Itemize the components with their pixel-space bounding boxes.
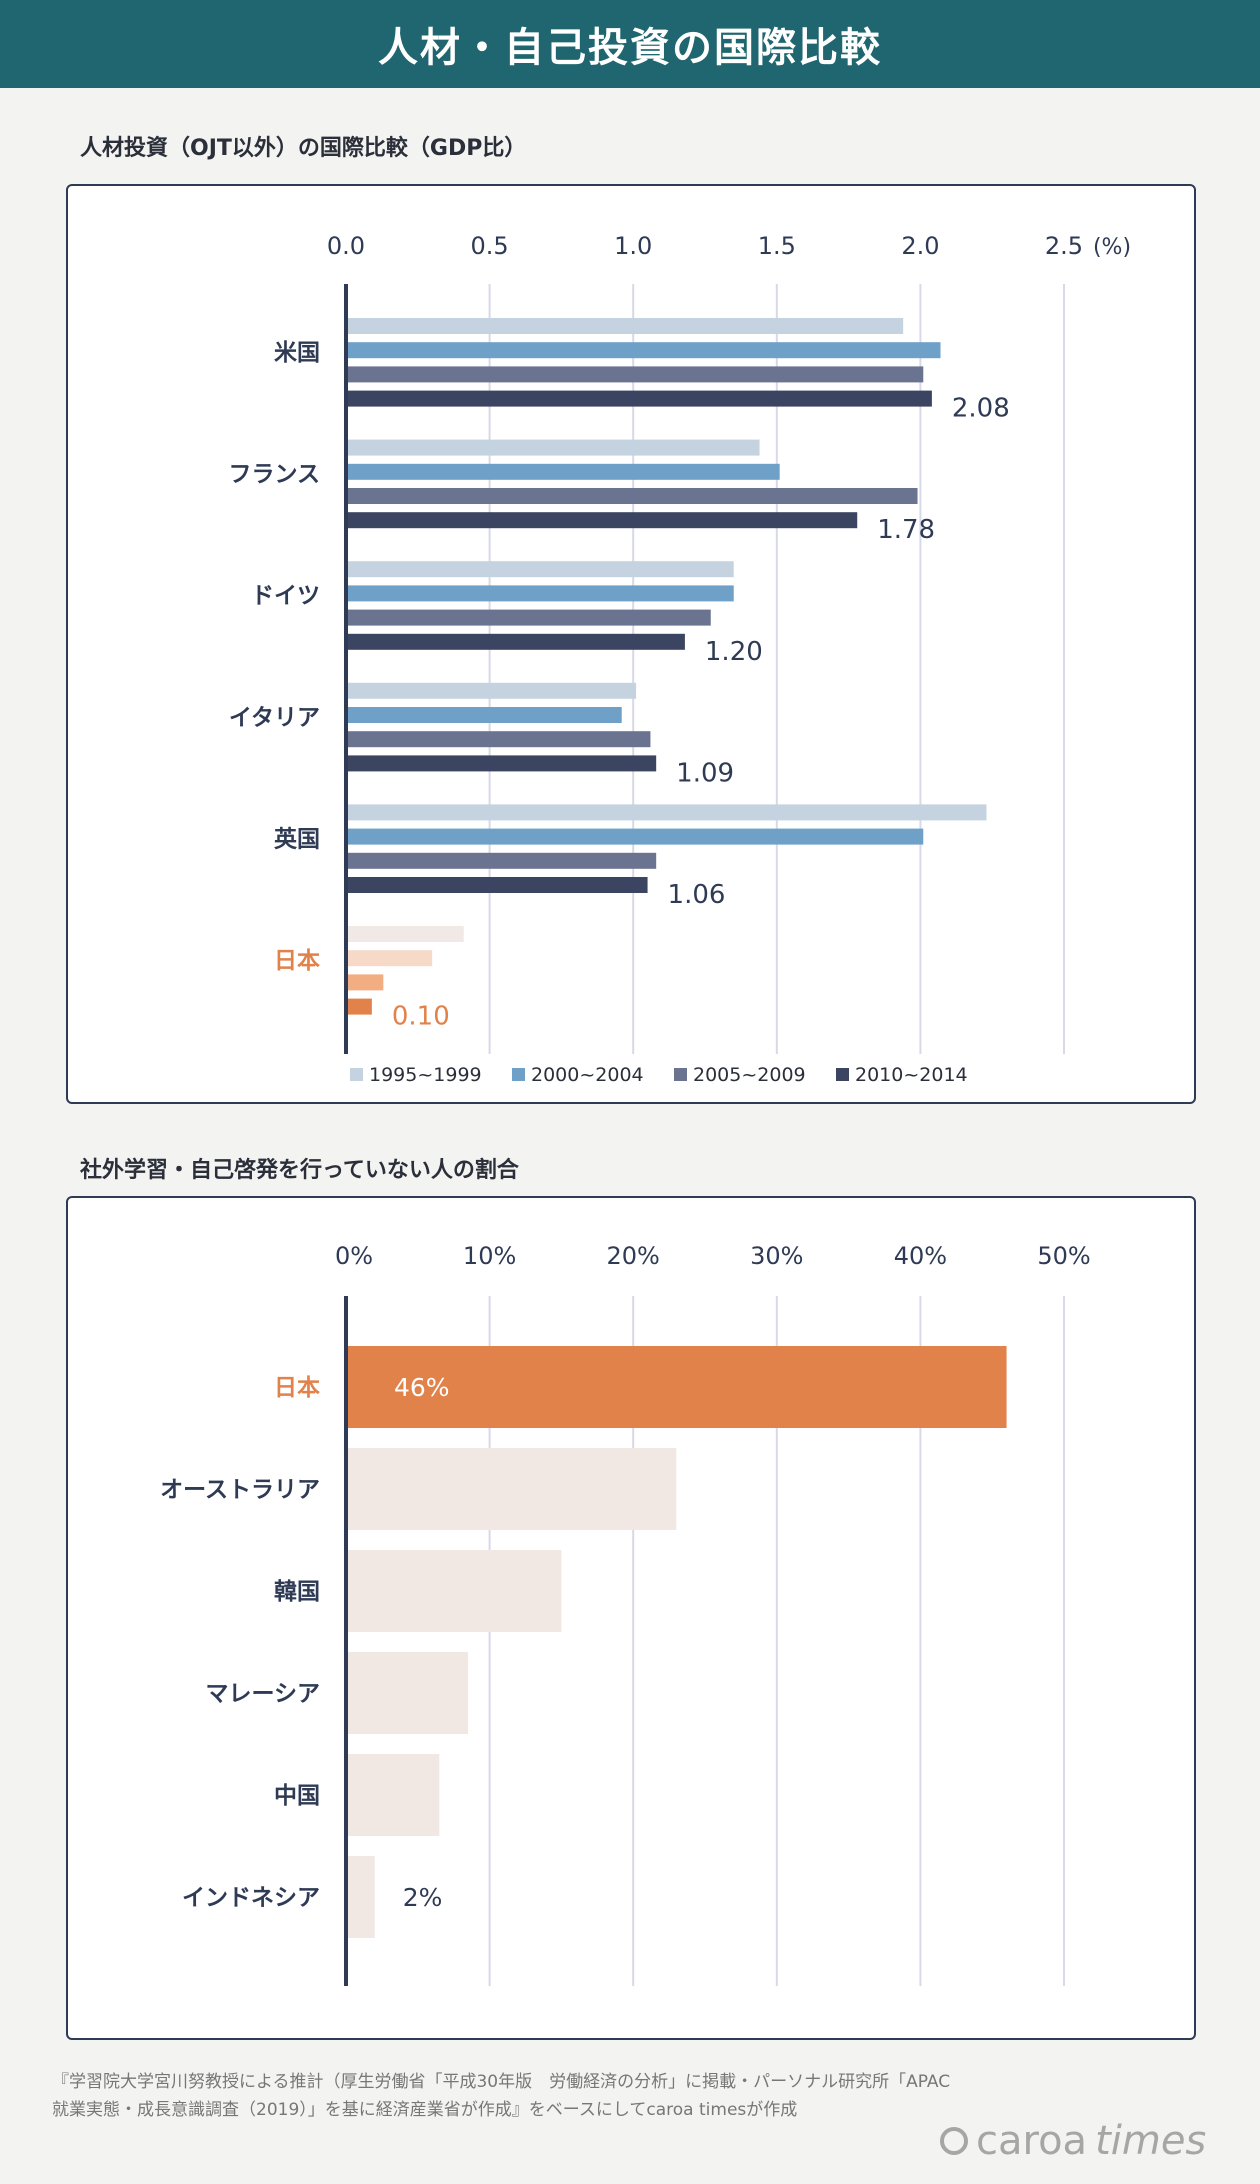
data-label: 2.08 xyxy=(952,394,1010,424)
data-label: 2% xyxy=(403,1883,443,1912)
x-tick-label: 20% xyxy=(607,1242,660,1270)
data-label: 0.10 xyxy=(392,1002,450,1032)
bar xyxy=(346,1448,677,1530)
bar xyxy=(346,342,941,359)
x-axis-unit: (%) xyxy=(1093,235,1131,260)
x-tick-label: 40% xyxy=(894,1242,947,1270)
x-tick-label: 2.5 xyxy=(1045,232,1083,260)
bar xyxy=(346,609,711,626)
x-tick-label: 0% xyxy=(335,1242,373,1270)
bar xyxy=(346,1652,469,1734)
category-label: マレーシア xyxy=(205,1681,320,1707)
category-label: 英国 xyxy=(274,825,320,852)
caroa-logo-icon xyxy=(940,2127,968,2155)
data-label: 1.09 xyxy=(676,758,734,788)
data-label: 1.06 xyxy=(668,880,726,910)
bar xyxy=(346,998,372,1015)
brand-logo: caroa times xyxy=(940,2118,1206,2164)
bar xyxy=(346,561,734,578)
data-label: 1.78 xyxy=(877,515,935,545)
x-tick-label: 0.5 xyxy=(471,232,509,260)
x-tick-label: 10% xyxy=(463,1242,516,1270)
chart2-title: 社外学習・自己啓発を行っていない人の割合 xyxy=(80,1158,519,1183)
chart1-title: 人材投資（OJT以外）の国際比較（GDP比） xyxy=(80,136,527,161)
legend-swatch xyxy=(836,1068,849,1081)
legend-swatch xyxy=(350,1068,363,1081)
x-tick-label: 30% xyxy=(750,1242,803,1270)
legend-swatch xyxy=(512,1068,525,1081)
bar xyxy=(346,318,904,334)
logo-main-text: caroa xyxy=(976,2118,1088,2164)
data-label: 1.20 xyxy=(705,637,763,667)
bar xyxy=(346,633,685,650)
logo-sub-text: times xyxy=(1095,2118,1207,2164)
legend-swatch xyxy=(674,1068,687,1081)
chart2-svg: 0% 10% 20% 30% 40% 50% 日本 46% オーストラリア韓国マレーシア中国イン… xyxy=(160,1242,1091,1986)
footnote: 『学習院大学宮川努教授による推計（厚生労働省「平成30年版 労働経済の分析」に掲… xyxy=(52,2072,951,2120)
bar xyxy=(346,707,622,723)
bar xyxy=(346,1754,440,1836)
category-label: 中国 xyxy=(274,1783,320,1809)
bar xyxy=(346,731,651,748)
legend-label: 2010~2014 xyxy=(855,1064,968,1086)
bar xyxy=(346,926,464,942)
bar xyxy=(346,1856,375,1938)
bar xyxy=(346,755,657,772)
bar xyxy=(346,488,918,504)
page-title: 人材・自己投資の国際比較 xyxy=(378,25,882,71)
bar xyxy=(346,950,433,967)
bar xyxy=(346,877,648,893)
x-tick-label: 50% xyxy=(1037,1242,1090,1270)
category-label: イタリア xyxy=(229,705,320,731)
category-label: 韓国 xyxy=(274,1578,320,1605)
bar xyxy=(346,366,924,383)
x-tick-label: 2.0 xyxy=(901,232,939,260)
x-tick-label: 0.0 xyxy=(327,232,365,260)
x-tick-label: 1.0 xyxy=(614,232,652,260)
category-label: 日本 xyxy=(274,948,320,974)
legend-label: 1995~1999 xyxy=(369,1064,482,1086)
chart2-card: 0% 10% 20% 30% 40% 50% 日本 46% オーストラリア韓国マレーシア中国イン… xyxy=(66,1196,1196,2040)
bar xyxy=(346,1550,562,1632)
bar xyxy=(346,852,657,869)
category-label: オーストラリア xyxy=(160,1477,320,1503)
legend-label: 2000~2004 xyxy=(531,1064,644,1086)
category-label: 米国 xyxy=(274,340,320,366)
bar xyxy=(346,804,987,821)
bar xyxy=(346,439,760,456)
legend-label: 2005~2009 xyxy=(693,1064,806,1086)
bar xyxy=(346,390,932,407)
bar xyxy=(346,682,637,699)
category-label: フランス xyxy=(228,462,320,488)
bar xyxy=(346,512,858,529)
x-tick-label: 1.5 xyxy=(758,232,796,260)
category-label: インドネシア xyxy=(182,1885,320,1911)
data-label: 46% xyxy=(394,1373,450,1402)
bar xyxy=(346,828,924,845)
bar xyxy=(346,974,384,991)
bar xyxy=(346,463,780,480)
bar xyxy=(346,1346,1007,1428)
category-label: 日本 xyxy=(274,1375,320,1401)
page-header: 人材・自己投資の国際比較 xyxy=(0,0,1260,88)
bar xyxy=(346,585,734,602)
chart1-card: 0.0 0.5 1.0 1.5 2.0 2.5 (%) 米国 2.08 フランス 1.78 ドイツ 1.… xyxy=(66,184,1196,1104)
chart1-svg: 0.0 0.5 1.0 1.5 2.0 2.5 (%) 米国 2.08 フランス 1.78 ドイツ 1.… xyxy=(228,232,1131,1086)
category-label: ドイツ xyxy=(251,583,320,609)
